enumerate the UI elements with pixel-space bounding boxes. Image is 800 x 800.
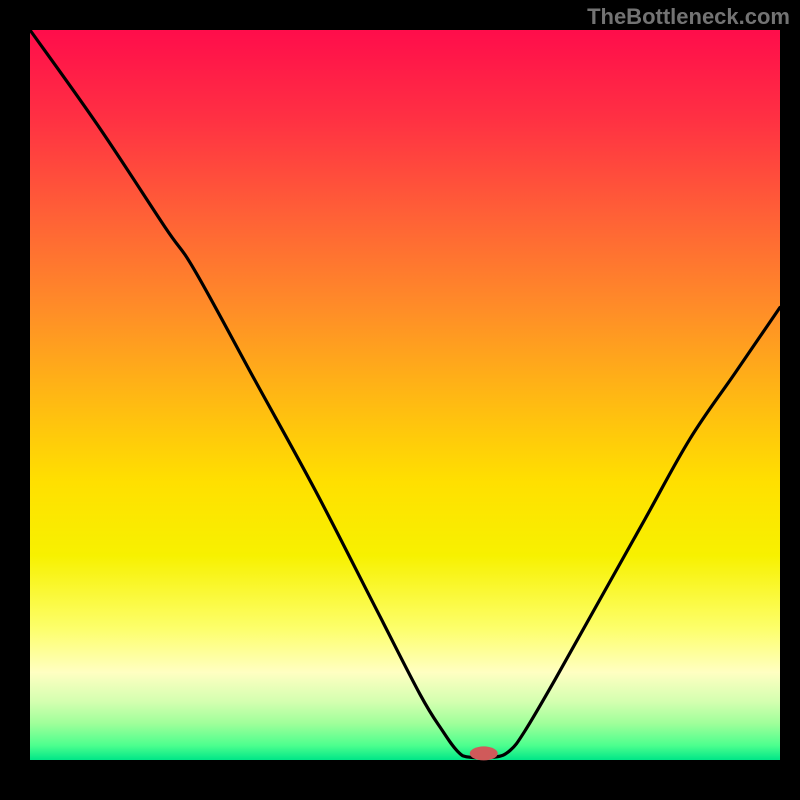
watermark-text: TheBottleneck.com xyxy=(587,4,790,30)
bottleneck-chart xyxy=(0,0,800,800)
chart-container: { "meta": { "width": 800, "height": 800,… xyxy=(0,0,800,800)
